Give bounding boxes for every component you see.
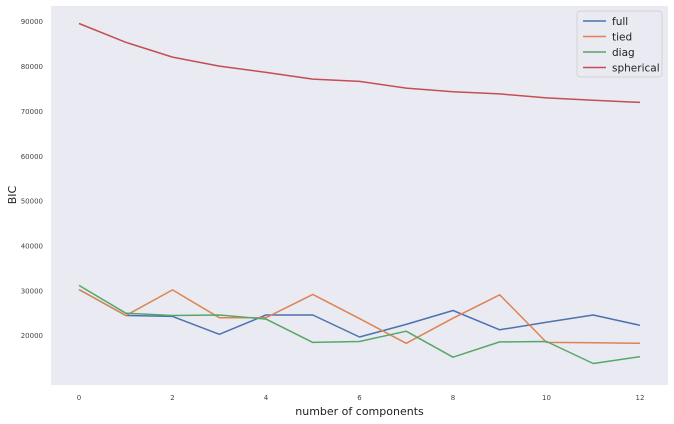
y-tick-label: 40000 xyxy=(21,242,43,250)
x-tick-labels: 0 2 4 6 8 10 12 xyxy=(77,394,645,402)
x-tick-label: 2 xyxy=(170,394,174,402)
y-tick-label: 30000 xyxy=(21,287,43,295)
x-tick-label: 12 xyxy=(635,394,644,402)
x-axis-label: number of components xyxy=(295,405,424,418)
series-lines xyxy=(78,22,641,365)
x-tick-label: 4 xyxy=(264,394,269,402)
legend-label-diag: diag xyxy=(612,47,635,59)
legend: full tied diag spherical xyxy=(576,10,663,78)
y-tick-label: 80000 xyxy=(21,63,43,71)
y-tick-label: 70000 xyxy=(21,108,43,116)
legend-label-full: full xyxy=(612,16,628,28)
legend-box xyxy=(576,10,663,78)
x-tick-label: 10 xyxy=(542,394,551,402)
y-tick-label: 20000 xyxy=(21,332,43,340)
y-tick-label: 50000 xyxy=(21,198,43,206)
y-tick-labels: 20000 30000 40000 50000 60000 70000 80000 90000 xyxy=(21,18,43,340)
series-line-full xyxy=(78,288,641,338)
plot-area xyxy=(51,6,668,385)
x-tick-label: 6 xyxy=(357,394,362,402)
y-axis-label: BIC xyxy=(6,185,19,204)
x-tick-label: 8 xyxy=(451,394,455,402)
series-line-tied xyxy=(78,288,641,345)
legend-label-tied: tied xyxy=(612,32,632,44)
y-tick-label: 90000 xyxy=(21,18,43,26)
x-tick-label: 0 xyxy=(77,394,81,402)
series-line-diag xyxy=(78,284,641,365)
series-line-spherical xyxy=(78,22,641,104)
legend-label-spherical: spherical xyxy=(612,63,660,75)
y-tick-label: 60000 xyxy=(21,153,43,161)
